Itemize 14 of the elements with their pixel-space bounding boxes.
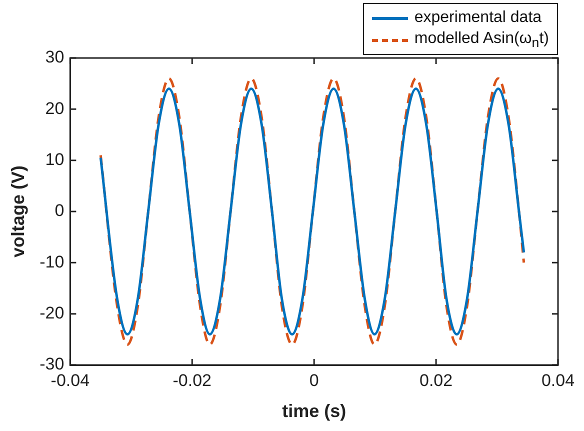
x-tick-label: 0.04 — [541, 370, 575, 390]
legend-label: experimental data — [414, 9, 542, 27]
x-tick-label: 0 — [309, 370, 319, 390]
y-tick-label: 20 — [45, 98, 64, 118]
x-axis-title: time (s) — [282, 401, 346, 422]
legend-label: modelled Asin(ω$_{n}$t) — [414, 30, 549, 50]
y-tick-label: 30 — [45, 48, 64, 67]
y-tick-label: 10 — [45, 150, 64, 170]
y-axis-title: voltage (V) — [8, 165, 28, 258]
x-tick-label: -0.02 — [172, 370, 212, 390]
y-tick-label: -20 — [40, 304, 64, 323]
y-tick-label: 0 — [54, 201, 64, 220]
y-tick-label: -10 — [40, 252, 64, 272]
x-tick-label: 0.02 — [419, 370, 453, 390]
